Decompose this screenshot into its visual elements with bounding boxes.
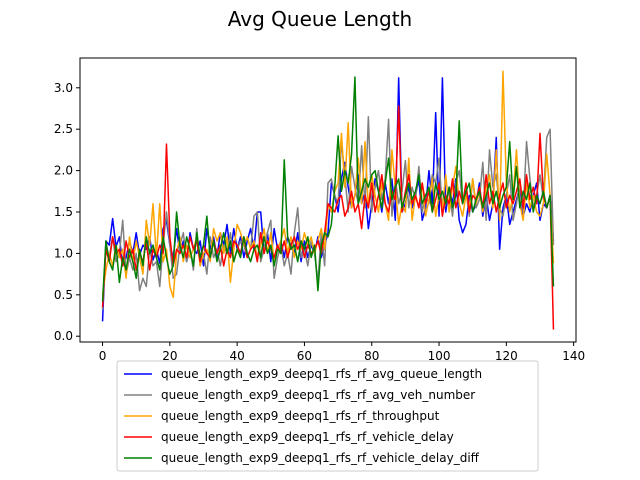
legend-label: queue_length_exp9_deepq1_rfs_rf_avg_queu… [161,367,482,381]
x-tick-label: 20 [162,349,177,363]
y-tick-label: 2.5 [54,122,73,136]
y-axis: 0.0 0.5 1.0 1.5 2.0 2.5 3.0 [54,81,80,343]
x-tick-label: 0 [99,349,107,363]
x-tick-label: 80 [364,349,379,363]
y-tick-label: 2.0 [54,164,73,178]
y-tick-label: 0.0 [54,329,73,343]
series-line-4 [101,105,555,330]
y-tick-label: 3.0 [54,81,73,95]
y-tick-label: 1.0 [54,246,73,260]
x-tick-label: 40 [230,349,245,363]
x-tick-label: 100 [428,349,451,363]
series-layer [101,70,555,330]
y-tick-label: 0.5 [54,288,73,302]
legend: queue_length_exp9_deepq1_rfs_rf_avg_queu… [124,367,482,465]
chart-title: Avg Queue Length [228,7,412,31]
y-tick-label: 1.5 [54,205,73,219]
legend-label: queue_length_exp9_deepq1_rfs_rf_vehicle_… [161,451,480,465]
x-axis: 0 20 40 60 80 100 120 140 [99,342,585,363]
series-line-5 [101,76,555,302]
plot-frame [79,57,577,343]
legend-label: queue_length_exp9_deepq1_rfs_rf_throughp… [161,409,440,423]
x-tick-label: 60 [297,349,312,363]
legend-box [116,360,539,472]
x-tick-label: 140 [562,349,585,363]
legend-label: queue_length_exp9_deepq1_rfs_rf_avg_veh_… [161,388,475,402]
legend-label: queue_length_exp9_deepq1_rfs_rf_vehicle_… [161,430,454,444]
x-tick-label: 120 [495,349,518,363]
series-line-2 [101,116,555,310]
